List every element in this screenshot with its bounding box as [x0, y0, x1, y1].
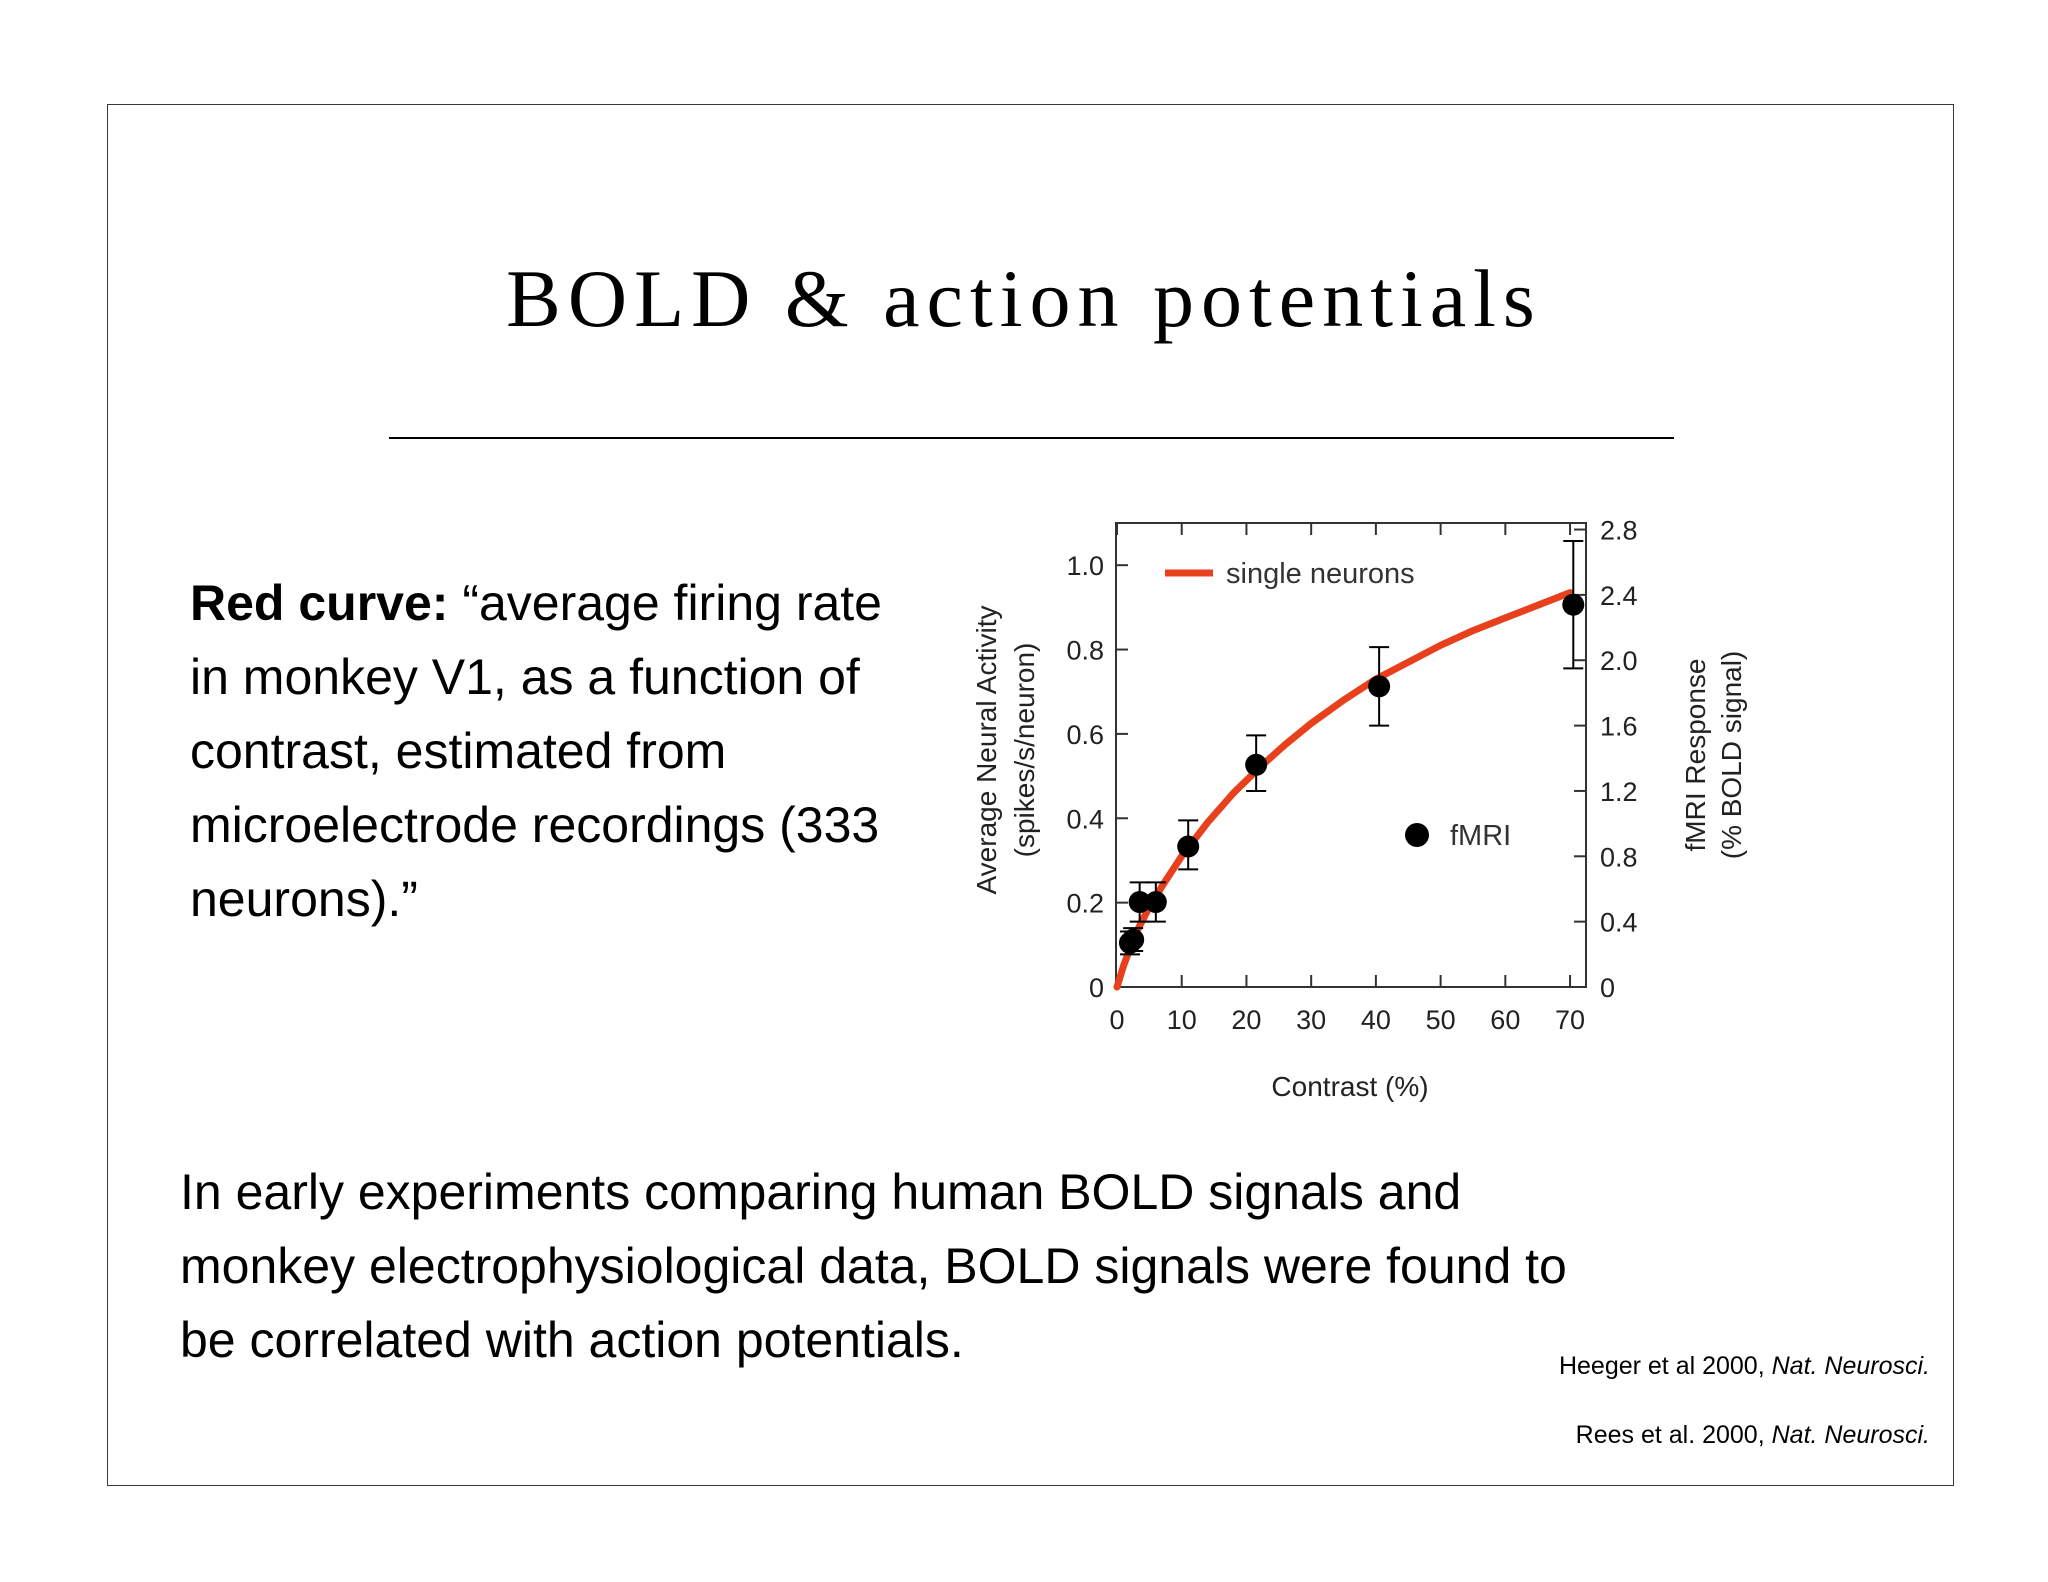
- left-y-tick-label: 0.2: [1066, 889, 1104, 919]
- fmri-dot: [1368, 675, 1391, 698]
- fmri-data-point: [1177, 819, 1200, 871]
- chart-legend: single neurons fMRI: [1165, 558, 1511, 852]
- left-y-axis-label-line2: (spikes/s/neuron): [1009, 643, 1040, 858]
- x-tick-label: 0: [1109, 1005, 1124, 1035]
- fmri-dot: [1128, 891, 1151, 914]
- fmri-data-point: [1368, 646, 1391, 727]
- left-y-axis-ticks: 0 0.2 0.4 0.6 0.8 1.0: [1066, 551, 1128, 1003]
- fmri-dot: [1562, 593, 1585, 616]
- figure-caption: Red curve: “average firing rate in monke…: [190, 566, 890, 936]
- left-y-tick-label: 0: [1089, 973, 1104, 1003]
- fmri-data-point: [1144, 881, 1167, 923]
- slide-frame: [107, 104, 1954, 1486]
- x-axis-ticks: 0 10 20 30 40 50 60 70: [1109, 523, 1585, 1035]
- reference-author: Rees et al. 2000,: [1575, 1421, 1772, 1449]
- x-tick-label: 70: [1555, 1005, 1585, 1035]
- legend-dot-swatch: [1405, 823, 1429, 847]
- reference-rees: Rees et al. 2000, Nat. Neurosci.: [1530, 1419, 1930, 1452]
- right-y-tick-label: 1.2: [1600, 777, 1638, 807]
- body-paragraph: In early experiments comparing human BOL…: [180, 1164, 1567, 1368]
- title-divider: [389, 437, 1674, 439]
- left-y-axis-label: Average Neural Activity (spikes/s/neuron…: [971, 606, 1040, 895]
- fmri-dot: [1144, 891, 1167, 914]
- right-y-axis-label: fMRI Response (% BOLD signal): [1680, 651, 1747, 860]
- left-y-axis-label-line1: Average Neural Activity: [971, 606, 1002, 895]
- reference-journal: Nat. Neurosci.: [1771, 1352, 1930, 1380]
- left-y-tick-label: 0.8: [1066, 636, 1104, 666]
- fmri-dot: [1122, 928, 1145, 951]
- left-y-tick-label: 0.4: [1066, 804, 1104, 834]
- fmri-data-point: [1245, 734, 1268, 792]
- fmri-points: [1118, 539, 1585, 956]
- caption-text: “average firing rate in monkey V1, as a …: [190, 575, 882, 927]
- x-tick-label: 50: [1426, 1005, 1456, 1035]
- x-axis-label: Contrast (%): [1271, 1071, 1428, 1102]
- right-y-tick-label: 2.8: [1600, 516, 1638, 546]
- fmri-dot: [1177, 835, 1200, 858]
- slide-title: BOLD & action potentials: [506, 253, 1542, 344]
- right-y-axis-ticks: 0 0.4 0.8 1.2 1.6 2.0 2.4 2.8: [1574, 516, 1638, 1003]
- right-y-axis-label-line2: (% BOLD signal): [1716, 651, 1747, 860]
- fmri-dot: [1245, 753, 1268, 776]
- right-y-tick-label: 0.8: [1600, 842, 1638, 872]
- left-y-tick-label: 1.0: [1066, 551, 1104, 581]
- x-tick-label: 60: [1490, 1005, 1520, 1035]
- right-y-tick-label: 1.6: [1600, 712, 1638, 742]
- legend-fmri-label: fMRI: [1450, 820, 1511, 852]
- reference-author: Heeger et al 2000,: [1558, 1352, 1772, 1380]
- single-neurons-curve: [1113, 589, 1574, 991]
- reference-journal: Nat. Neurosci.: [1771, 1421, 1930, 1449]
- right-y-axis-label-line1: fMRI Response: [1680, 659, 1711, 852]
- right-y-tick-label: 0: [1600, 973, 1615, 1003]
- caption-lead: Red curve:: [190, 575, 449, 631]
- left-y-tick-label: 0.6: [1066, 720, 1104, 750]
- plot-frame: [1115, 522, 1587, 988]
- x-tick-label: 30: [1296, 1005, 1326, 1035]
- fmri-data-point: [1122, 927, 1145, 953]
- right-y-tick-label: 2.0: [1600, 646, 1638, 676]
- reference-heeger: Heeger et al 2000, Nat. Neurosci.: [1530, 1350, 1930, 1383]
- x-tick-label: 40: [1361, 1005, 1391, 1035]
- x-tick-label: 20: [1231, 1005, 1261, 1035]
- x-tick-label: 10: [1167, 1005, 1197, 1035]
- right-y-tick-label: 0.4: [1600, 908, 1638, 938]
- right-y-tick-label: 2.4: [1600, 581, 1638, 611]
- fmri-data-point: [1562, 539, 1585, 670]
- legend-single-neurons-label: single neurons: [1226, 558, 1415, 590]
